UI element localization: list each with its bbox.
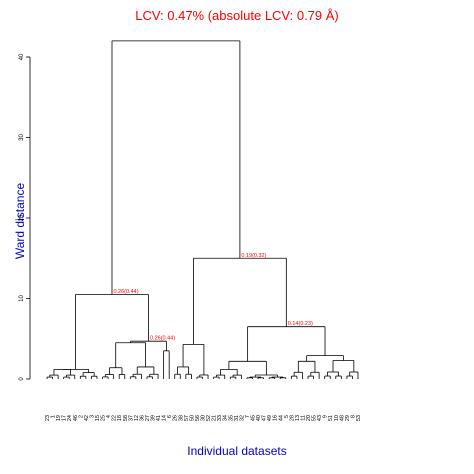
- x-axis-label: Individual datasets: [187, 444, 287, 458]
- leaf-label: 30: [201, 415, 207, 421]
- leaf-label: 50: [189, 415, 195, 421]
- leaf-label: 36: [139, 415, 145, 421]
- leaf-label: 40: [256, 415, 262, 421]
- merge-annotation: 0.19(0.32): [241, 253, 266, 259]
- leaf-label: 42: [84, 415, 90, 421]
- leaf-label: 16: [273, 415, 279, 421]
- y-tick-label: 0: [19, 377, 25, 381]
- leaf-label: 58: [123, 415, 129, 421]
- leaf-label: 7: [245, 415, 251, 418]
- leaf-label: 19: [56, 415, 62, 421]
- leaf-label: 32: [239, 415, 245, 421]
- leaf-label: 28: [289, 415, 295, 421]
- leaf-label: 2: [78, 415, 84, 418]
- leaf-label: 39: [151, 415, 157, 421]
- merge-annotation: 0.14(0.23): [288, 321, 313, 327]
- leaf-label: 41: [156, 415, 162, 421]
- leaf-label: 20: [306, 415, 312, 421]
- leaf-label: 23: [45, 415, 51, 421]
- leaf-label: 17: [62, 415, 68, 421]
- leaf-label: 56: [195, 415, 201, 421]
- y-tick-label: 30: [19, 134, 25, 141]
- leaf-label: 18: [117, 415, 123, 421]
- leaf-label: 4: [106, 415, 112, 418]
- leaf-label: 11: [300, 415, 306, 421]
- y-tick-label: 10: [19, 295, 25, 302]
- leaf-label: 27: [145, 415, 151, 421]
- y-tick-label: 40: [19, 53, 25, 60]
- y-tick-label: 20: [19, 214, 25, 221]
- leaf-label: 34: [223, 415, 229, 421]
- leaf-label: 33: [217, 415, 223, 421]
- leaf-label: 21: [212, 415, 218, 421]
- leaf-label: 35: [228, 415, 234, 421]
- leaf-label: 3: [89, 415, 95, 418]
- leaf-label: 26: [173, 415, 179, 421]
- leaf-label: 24: [67, 415, 73, 421]
- leaf-label: 43: [317, 415, 323, 421]
- leaf-label: 25: [101, 415, 107, 421]
- leaf-label: 13: [295, 415, 301, 421]
- leaf-label: 44: [278, 415, 284, 421]
- leaf-label: 12: [134, 415, 140, 421]
- leaf-label: 47: [262, 415, 268, 421]
- leaf-label: 55: [312, 415, 318, 421]
- leaf-label: 22: [112, 415, 118, 421]
- leaf-label: 10: [334, 415, 340, 421]
- leaf-label: 48: [339, 415, 345, 421]
- leaf-label: 5: [284, 415, 290, 418]
- leaf-label: 49: [267, 415, 273, 421]
- leaf-label: 1: [51, 415, 57, 418]
- leaf-label: 9: [323, 415, 329, 418]
- leaf-label: 14: [162, 415, 168, 421]
- leaf-label: 57: [184, 415, 190, 421]
- leaf-label: 53: [356, 415, 362, 421]
- leaf-label: 31: [234, 415, 240, 421]
- leaf-label: 8: [350, 415, 356, 418]
- chart-title: LCV: 0.47% (absolute LCV: 0.79 Å): [135, 8, 339, 23]
- merge-annotation: 0.26(0.44): [150, 336, 175, 342]
- leaf-label: 15: [95, 415, 101, 421]
- leaf-label: 38: [178, 415, 184, 421]
- leaf-label: 6: [167, 415, 173, 418]
- leaf-label: 37: [128, 415, 134, 421]
- merge-annotation: 0.26(0.44): [113, 289, 138, 295]
- leaf-label: 51: [328, 415, 334, 421]
- leaf-label: 45: [250, 415, 256, 421]
- leaf-label: 52: [206, 415, 212, 421]
- leaf-label: 46: [73, 415, 79, 421]
- leaf-label: 29: [345, 415, 351, 421]
